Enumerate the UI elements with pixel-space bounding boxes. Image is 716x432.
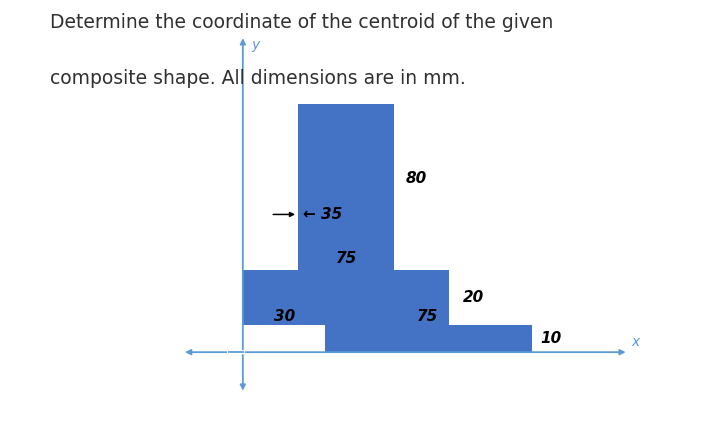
Text: Determine the coordinate of the centroid of the given: Determine the coordinate of the centroid… bbox=[50, 13, 553, 32]
Text: 75: 75 bbox=[336, 251, 357, 266]
Text: x: x bbox=[632, 335, 639, 349]
Bar bbox=[298, 104, 395, 324]
Text: y: y bbox=[251, 38, 259, 52]
Text: composite shape. All dimensions are in mm.: composite shape. All dimensions are in m… bbox=[50, 69, 466, 88]
Text: 10: 10 bbox=[541, 331, 561, 346]
Bar bbox=[326, 324, 532, 352]
Text: 75: 75 bbox=[417, 309, 438, 324]
Text: 20: 20 bbox=[463, 289, 485, 305]
Text: 30: 30 bbox=[274, 309, 295, 324]
Text: 80: 80 bbox=[405, 171, 427, 186]
Text: ← 35: ← 35 bbox=[304, 207, 343, 222]
Bar bbox=[243, 270, 450, 324]
